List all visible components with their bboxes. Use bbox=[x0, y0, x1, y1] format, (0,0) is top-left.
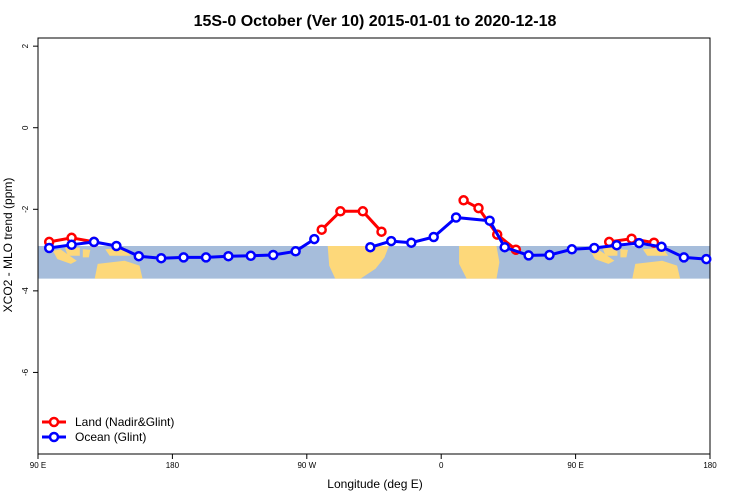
data-point bbox=[335, 206, 346, 217]
data-point bbox=[155, 252, 167, 264]
legend-label-land: Land (Nadir&Glint) bbox=[75, 415, 174, 429]
data-point bbox=[133, 250, 145, 262]
data-point bbox=[656, 241, 667, 253]
y-tick-label: 2 bbox=[21, 43, 30, 48]
data-point bbox=[290, 246, 301, 257]
x-tick-label: 0 bbox=[439, 461, 444, 470]
land-borneo-1 bbox=[602, 247, 618, 256]
x-tick-label: 90 E bbox=[567, 461, 583, 470]
chart-title: 15S-0 October (Ver 10) 2015-01-01 to 202… bbox=[194, 13, 557, 30]
legend-marker-ocean bbox=[48, 431, 60, 443]
x-tick-label: 90 W bbox=[297, 461, 316, 470]
y-tick-label: -6 bbox=[21, 368, 30, 376]
y-tick-label: 0 bbox=[21, 125, 30, 130]
data-point bbox=[223, 250, 234, 262]
plot-frame bbox=[37, 37, 711, 455]
data-point bbox=[200, 252, 212, 263]
x-tick-label: 180 bbox=[166, 461, 180, 470]
land-south-america bbox=[327, 246, 389, 279]
data-point bbox=[309, 233, 320, 245]
legend-item-land: Land (Nadir&Glint) bbox=[42, 415, 174, 429]
data-point bbox=[357, 206, 369, 217]
y-tick-label: -4 bbox=[21, 287, 30, 295]
data-point bbox=[499, 241, 510, 253]
data-point bbox=[385, 235, 397, 247]
x-tick-label: 90 E bbox=[30, 461, 46, 470]
land-sumatra-java-1 bbox=[590, 249, 615, 264]
data-point bbox=[88, 236, 100, 248]
data-point bbox=[406, 237, 417, 248]
data-point bbox=[544, 249, 555, 261]
land-africa bbox=[459, 246, 500, 279]
land-australia-0 bbox=[94, 260, 143, 279]
y-axis-label: XCO2 - MLO trend (ppm) bbox=[1, 178, 15, 313]
series-ocean bbox=[43, 212, 712, 265]
data-point bbox=[316, 224, 327, 235]
data-point bbox=[633, 237, 645, 249]
data-point bbox=[43, 242, 55, 254]
y-tick-label: -2 bbox=[21, 205, 30, 213]
data-point bbox=[376, 226, 387, 237]
data-point bbox=[178, 252, 189, 263]
land-shapes bbox=[52, 246, 681, 279]
data-point bbox=[473, 202, 484, 214]
legend-marker-land bbox=[48, 416, 60, 428]
data-point bbox=[701, 253, 712, 265]
x-axis: 90 E 180 90 W 0 90 E 180 bbox=[30, 454, 717, 470]
data-point bbox=[458, 195, 469, 206]
series-line bbox=[320, 209, 383, 233]
x-tick-label: 180 bbox=[703, 461, 717, 470]
y-axis: 2 0 -2 -4 -6 bbox=[21, 43, 38, 376]
data-point bbox=[111, 240, 122, 252]
series-line bbox=[369, 216, 707, 261]
data-point bbox=[365, 241, 376, 253]
land-sumatra-java-0 bbox=[52, 249, 77, 264]
land-australia-1 bbox=[632, 260, 681, 279]
series-layer bbox=[43, 195, 712, 265]
data-point bbox=[66, 239, 77, 251]
data-point bbox=[566, 244, 578, 255]
data-point bbox=[267, 249, 279, 261]
land-islands-1 bbox=[620, 249, 628, 258]
data-point bbox=[589, 242, 600, 254]
data-point bbox=[428, 231, 439, 243]
land-islands-0 bbox=[82, 249, 91, 258]
data-point bbox=[611, 239, 622, 251]
data-point bbox=[484, 215, 495, 226]
legend-label-ocean: Ocean (Glint) bbox=[75, 430, 146, 444]
data-point bbox=[245, 250, 257, 262]
legend-item-ocean: Ocean (Glint) bbox=[42, 430, 146, 444]
data-point bbox=[523, 250, 534, 261]
x-axis-label: Longitude (deg E) bbox=[327, 477, 422, 491]
legend: Land (Nadir&Glint) Ocean (Glint) bbox=[42, 415, 174, 444]
data-point bbox=[450, 212, 462, 223]
data-point bbox=[678, 252, 690, 263]
land-borneo-0 bbox=[64, 247, 80, 256]
series-land bbox=[43, 195, 660, 255]
